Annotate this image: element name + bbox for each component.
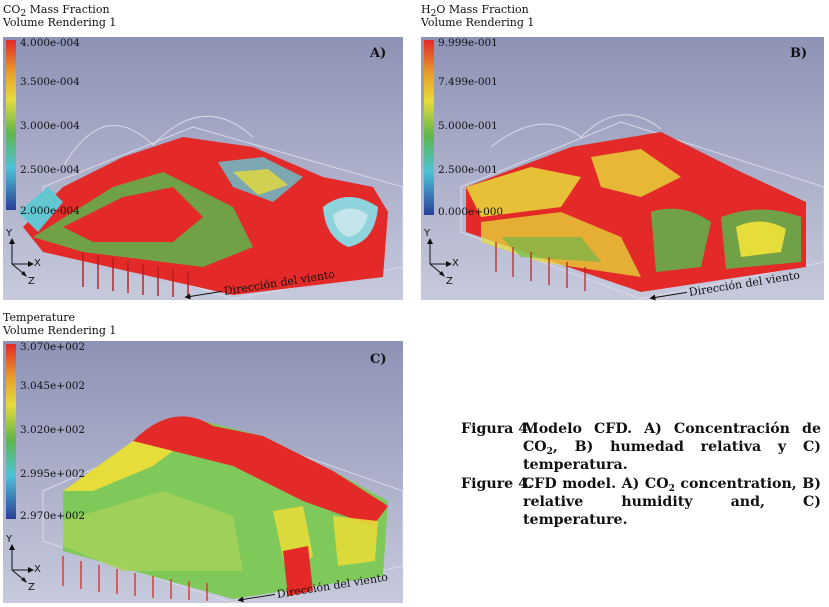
panel-c-volume-render: [3, 341, 403, 603]
panel-a-volume-render: [3, 37, 403, 300]
panel-b-header: H2O Mass Fraction Volume Rendering 1: [421, 3, 534, 29]
panel-b-subtitle: Volume Rendering 1: [421, 16, 535, 29]
axis-z-label: Z: [446, 276, 453, 287]
caption-spanish: Figura 4. Modelo CFD. A) Concentración d…: [461, 421, 821, 473]
arrow-left-icon: [649, 291, 688, 301]
axis-y-label: Y: [424, 228, 431, 239]
axis-arrows-icon: [427, 238, 452, 277]
panel-a-tick: 2.500e-004: [20, 164, 80, 176]
panel-b-tick: 7.499e-001: [438, 76, 498, 88]
panel-b-axis-triad: Y X Z: [422, 228, 462, 288]
caption-es-label: Figura 4.: [461, 421, 534, 437]
panel-a-axis-triad: Y X Z: [4, 228, 44, 288]
axis-y-label: Y: [6, 228, 13, 239]
panel-c-header: Temperature Volume Rendering 1: [3, 311, 116, 337]
panel-b-tick: 2.500e-001: [438, 164, 498, 176]
panel-b-tick: 9.999e-001: [438, 37, 498, 49]
panel-a-colorbar: [6, 40, 16, 210]
panel-c-tick: 2.995e+002: [20, 468, 86, 480]
axis-x-label: X: [34, 258, 41, 269]
panel-b-title: H2O Mass Fraction: [421, 3, 529, 19]
panel-b-wind-label: Dirección del viento: [649, 269, 801, 301]
panel-a-letter: A): [370, 46, 387, 61]
panel-c-title: Temperature: [3, 311, 76, 324]
panel-a-tick: 3.500e-004: [20, 76, 80, 88]
figure-caption: Figura 4. Modelo CFD. A) Concentración d…: [461, 420, 821, 530]
panel-c-tick: 2.970e+002: [20, 510, 86, 522]
panel-a-header: CO2 Mass Fraction Volume Rendering 1: [3, 3, 116, 29]
panel-c-colorbar: [6, 344, 16, 519]
panel-b-plot: [421, 37, 824, 300]
panel-a-tick: 4.000e-004: [20, 37, 80, 49]
panel-c-letter: C): [370, 352, 387, 367]
panel-a-tick: 2.000e-004: [20, 205, 80, 217]
axis-x-label: X: [452, 258, 459, 269]
panel-c-plot: [3, 341, 403, 603]
axis-x-label: X: [34, 564, 41, 575]
panel-c-subtitle: Volume Rendering 1: [3, 324, 117, 337]
axis-z-label: Z: [28, 276, 35, 287]
panel-c-axis-triad: Y X Z: [4, 534, 44, 594]
axis-z-label: Z: [28, 582, 35, 593]
panel-a-subtitle: Volume Rendering 1: [3, 16, 117, 29]
panel-c-tick: 3.045e+002: [20, 380, 86, 392]
panel-b-colorbar: [424, 40, 434, 215]
panel-b-tick: 5.000e-001: [438, 120, 498, 132]
axis-y-label: Y: [6, 534, 13, 545]
arrow-left-icon: [237, 593, 276, 603]
arrow-left-icon: [184, 290, 223, 300]
panel-c-wind-label: Dirección del viento: [237, 571, 389, 603]
panel-b-volume-render: [421, 37, 824, 300]
axis-arrows-icon: [9, 238, 34, 277]
axis-arrows-icon: [9, 544, 34, 583]
panel-c-tick: 3.070e+002: [20, 341, 86, 353]
panel-a-title: CO2 Mass Fraction: [3, 3, 110, 19]
panel-a-wind-label: Dirección del viento: [184, 268, 336, 300]
panel-a-tick: 3.000e-004: [20, 120, 80, 132]
panel-a-plot: [3, 37, 403, 300]
caption-en-label: Figure 4.: [461, 476, 533, 492]
panel-b-letter: B): [790, 46, 808, 61]
panel-b-tick: 0.000e+000: [438, 206, 504, 218]
caption-english: Figure 4. CFD model. A) CO2 concentratio…: [461, 476, 821, 528]
panel-c-tick: 3.020e+002: [20, 424, 86, 436]
